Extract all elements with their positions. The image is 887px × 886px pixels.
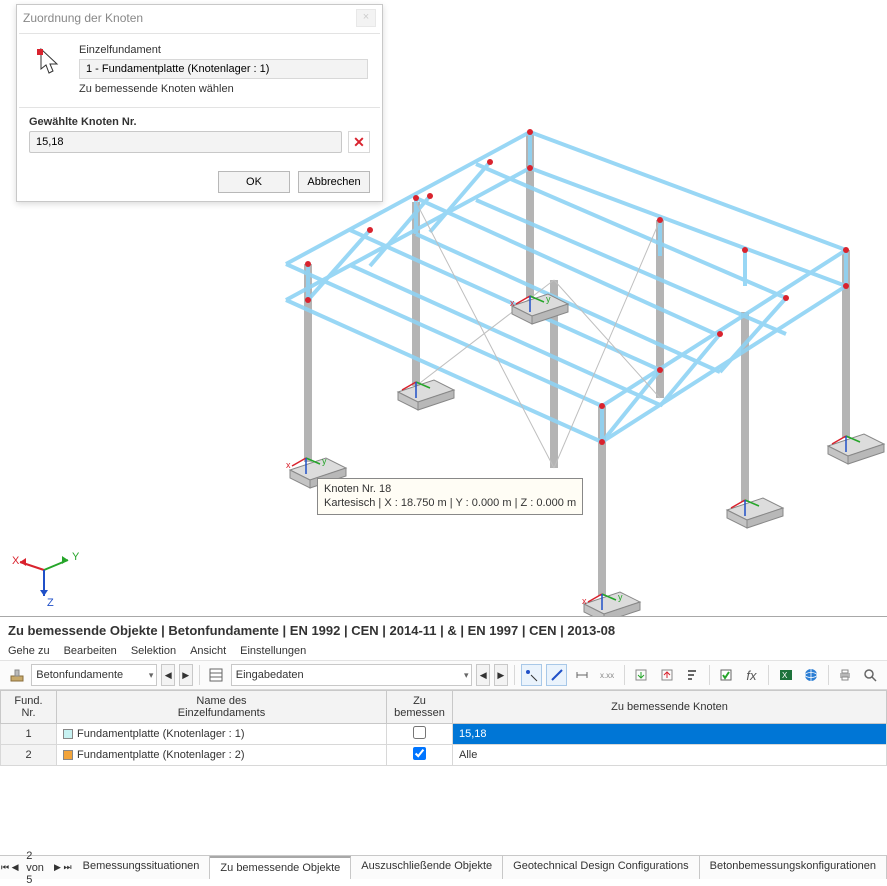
menu-bar: Gehe zu Bearbeiten Selektion Ansicht Ein… [0, 642, 887, 661]
data-combo[interactable]: Eingabedaten [231, 664, 473, 686]
tab-last-icon[interactable]: ⏭ [63, 856, 73, 879]
svg-text:X: X [12, 555, 20, 567]
svg-text:Z: Z [47, 597, 54, 609]
toolbar: Betonfundamente ◀ ▶ Eingabedaten ◀ ▶ x.x… [0, 661, 887, 690]
tabs-bar: ⏮ ◀ 2 von 5 ▶ ⏭ BemessungssituationenZu … [0, 855, 887, 879]
search-icon[interactable] [860, 664, 881, 686]
excel-icon[interactable]: X [775, 664, 796, 686]
col-name[interactable]: Name des Einzelfundaments [57, 691, 387, 724]
print-icon[interactable] [835, 664, 856, 686]
tab-geotechnical-design-configurations[interactable]: Geotechnical Design Configurations [503, 856, 700, 879]
svg-text:x: x [510, 298, 515, 308]
menu-view[interactable]: Ansicht [190, 645, 226, 657]
pick-line-icon[interactable] [546, 664, 567, 686]
table-icon[interactable] [205, 664, 226, 686]
svg-text:x: x [582, 596, 587, 606]
col-design[interactable]: Zu bemessen [387, 691, 453, 724]
node-assignment-dialog: Zuordnung der Knoten × Einzelfundament Z… [16, 4, 383, 202]
tab-auszuschließende-objekte[interactable]: Auszuschließende Objekte [351, 856, 503, 879]
function-icon[interactable]: fx [741, 664, 762, 686]
checkbox-icon[interactable] [715, 664, 736, 686]
node-tooltip: Knoten Nr. 18 Kartesisch | X : 18.750 m … [317, 478, 583, 515]
table-row[interactable]: 2Fundamentplatte (Knotenlager : 2)Alle [1, 745, 887, 766]
panel-title: Zu bemessende Objekte | Betonfundamente … [0, 617, 887, 642]
foundation-type-label: Einzelfundament [79, 44, 368, 56]
col-nr[interactable]: Fund. Nr. [1, 691, 57, 724]
design-panel: Zu bemessende Objekte | Betonfundamente … [0, 616, 887, 879]
design-checkbox[interactable] [413, 747, 426, 760]
dialog-title: Zuordnung der Knoten [23, 11, 143, 25]
tab-zu-bemessende-objekte[interactable]: Zu bemessende Objekte [210, 856, 351, 879]
design-checkbox[interactable] [413, 726, 426, 739]
pick-cursor-icon [31, 44, 67, 84]
menu-settings[interactable]: Einstellungen [240, 645, 306, 657]
nodes-input[interactable] [29, 131, 342, 153]
dimension-icon[interactable] [571, 664, 592, 686]
svg-text:y: y [322, 456, 327, 466]
foundation-select[interactable] [79, 59, 368, 79]
tooltip-line2: Kartesisch | X : 18.750 m | Y : 0.000 m … [324, 496, 576, 510]
nav-next2-icon[interactable]: ▶ [494, 664, 508, 686]
tab-prev-icon[interactable]: ◀ [10, 856, 20, 879]
select-hint: Zu bemessende Knoten wählen [79, 83, 368, 95]
export-icon[interactable] [656, 664, 677, 686]
nav-prev2-icon[interactable]: ◀ [476, 664, 490, 686]
foundations-table[interactable]: Fund. Nr. Name des Einzelfundaments Zu b… [0, 690, 887, 766]
tooltip-line1: Knoten Nr. 18 [324, 482, 576, 496]
foundation-icon [6, 664, 27, 686]
nav-prev-icon[interactable]: ◀ [161, 664, 175, 686]
selected-nodes-header: Gewählte Knoten Nr. [17, 110, 382, 131]
svg-text:X: X [782, 671, 788, 680]
xxx-icon[interactable]: x.xx [596, 664, 617, 686]
cancel-button[interactable]: Abbrechen [298, 171, 370, 193]
menu-edit[interactable]: Bearbeiten [64, 645, 117, 657]
tab-counter: 2 von 5 [20, 850, 52, 886]
tab-bemessungssituationen[interactable]: Bemessungssituationen [73, 856, 211, 879]
tab-first-icon[interactable]: ⏮ [0, 856, 10, 879]
svg-text:y: y [618, 592, 623, 602]
nav-next-icon[interactable]: ▶ [179, 664, 193, 686]
tab-betonbemessungskonfigurationen[interactable]: Betonbemessungskonfigurationen [700, 856, 887, 879]
sort-icon[interactable] [681, 664, 702, 686]
globe-icon[interactable] [800, 664, 821, 686]
menu-goto[interactable]: Gehe zu [8, 645, 50, 657]
pick-node-icon[interactable] [521, 664, 542, 686]
ok-button[interactable]: OK [218, 171, 290, 193]
close-icon[interactable]: × [356, 9, 376, 27]
svg-text:x: x [286, 460, 291, 470]
tab-next-icon[interactable]: ▶ [52, 856, 62, 879]
category-combo[interactable]: Betonfundamente [31, 664, 157, 686]
svg-text:Y: Y [72, 551, 80, 563]
menu-select[interactable]: Selektion [131, 645, 176, 657]
dialog-titlebar[interactable]: Zuordnung der Knoten × [17, 5, 382, 31]
clear-icon[interactable]: ✕ [348, 131, 370, 153]
svg-text:y: y [546, 294, 551, 304]
col-nodes[interactable]: Zu bemessende Knoten [453, 691, 887, 724]
import-icon[interactable] [631, 664, 652, 686]
table-row[interactable]: 1Fundamentplatte (Knotenlager : 1)15,18 [1, 724, 887, 745]
